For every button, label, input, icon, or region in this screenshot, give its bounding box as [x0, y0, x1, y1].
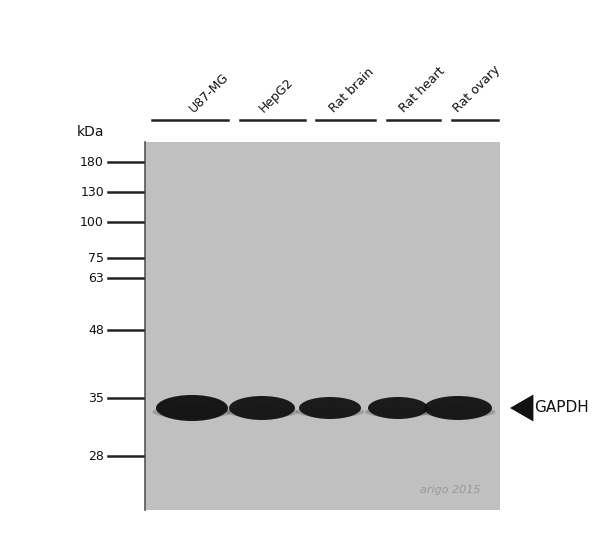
Ellipse shape	[421, 406, 496, 418]
Text: Rat ovary: Rat ovary	[451, 63, 503, 115]
Text: HepG2: HepG2	[257, 76, 296, 115]
Text: 130: 130	[80, 186, 104, 199]
Text: 63: 63	[88, 271, 104, 284]
Ellipse shape	[424, 396, 492, 420]
Ellipse shape	[296, 407, 364, 418]
Text: arigo 2015: arigo 2015	[420, 485, 480, 495]
Text: 28: 28	[88, 449, 104, 462]
Text: 100: 100	[80, 216, 104, 228]
Ellipse shape	[156, 395, 228, 421]
Bar	[145, 142, 500, 510]
Ellipse shape	[299, 397, 361, 419]
Text: Rat heart: Rat heart	[397, 64, 448, 115]
Polygon shape	[510, 395, 533, 422]
Ellipse shape	[365, 407, 431, 418]
Ellipse shape	[368, 397, 428, 419]
Ellipse shape	[226, 406, 298, 418]
Text: 180: 180	[80, 156, 104, 169]
Text: kDa: kDa	[76, 125, 104, 139]
Text: 75: 75	[88, 252, 104, 264]
Text: GAPDH: GAPDH	[534, 401, 589, 416]
Text: Rat brain: Rat brain	[327, 66, 376, 115]
Text: 35: 35	[88, 391, 104, 405]
Text: 48: 48	[88, 323, 104, 336]
Ellipse shape	[229, 396, 295, 420]
Text: U87-MG: U87-MG	[187, 70, 232, 115]
Ellipse shape	[152, 406, 232, 418]
